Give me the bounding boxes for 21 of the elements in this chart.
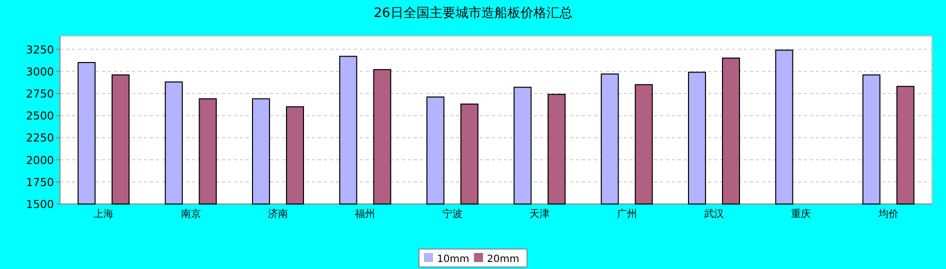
- legend-label: 10mm: [437, 254, 470, 265]
- y-tick-label: 1500: [26, 198, 54, 211]
- y-tick-label: 3250: [26, 43, 54, 56]
- y-tick-label: 2000: [26, 154, 54, 167]
- x-tick-label: 上海: [94, 208, 114, 220]
- x-tick-label: 南京: [180, 208, 201, 220]
- y-tick-label: 2750: [26, 87, 54, 100]
- y-tick-label: 1750: [26, 176, 54, 189]
- x-tick-label: 广州: [616, 208, 637, 220]
- x-tick-label: 天津: [530, 208, 550, 220]
- y-tick-label: 2500: [26, 110, 54, 123]
- x-tick-label: 重庆: [791, 208, 812, 220]
- x-tick-label: 济南: [268, 208, 288, 220]
- x-tick-label: 武汉: [704, 208, 724, 220]
- x-tick-label: 均价: [877, 208, 898, 220]
- y-tick-label: 3000: [26, 65, 54, 78]
- y-tick-label: 2250: [26, 132, 54, 145]
- chart-title: 26日全国主要城市造船板价格汇总: [374, 5, 572, 21]
- x-tick-label: 宁波: [442, 208, 462, 220]
- legend-label: 20mm: [487, 254, 520, 265]
- x-tick-label: 福州: [355, 208, 376, 220]
